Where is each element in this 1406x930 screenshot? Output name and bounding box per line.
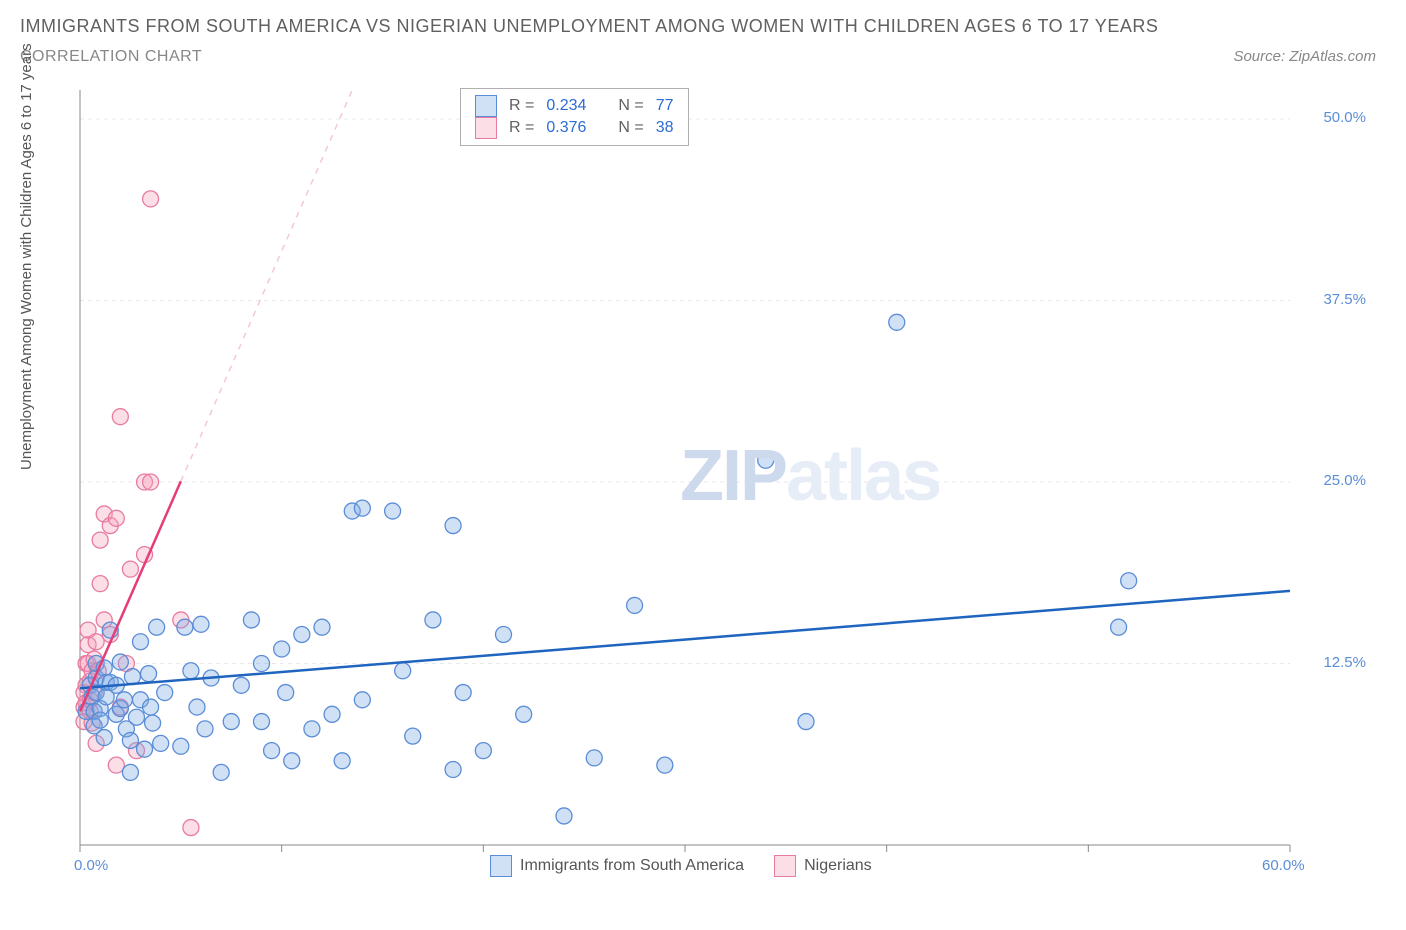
r-label: R =: [509, 97, 534, 115]
series-a-label: Immigrants from South America: [520, 857, 744, 874]
r-value-series-a: 0.234: [546, 97, 586, 115]
legend-item-series-b: Nigerians: [774, 855, 872, 877]
x-tick-label: 60.0%: [1262, 857, 1305, 874]
swatch-series-a: [475, 95, 497, 117]
n-label: N =: [618, 97, 643, 115]
y-axis-label: Unemployment Among Women with Children A…: [18, 43, 35, 470]
y-tick-label: 50.0%: [1323, 109, 1366, 126]
scatter-chart-svg: [70, 85, 1350, 875]
correlation-legend: R = 0.234 N = 77 R = 0.376 N = 38: [460, 88, 689, 146]
chart-subtitle: CORRELATION CHART: [20, 48, 202, 66]
legend-row-series-a: R = 0.234 N = 77: [475, 95, 674, 117]
swatch-series-b: [774, 855, 796, 877]
series-b-label: Nigerians: [804, 857, 872, 874]
chart-area: ZIPatlas R = 0.234 N = 77 R = 0.376 N = …: [70, 85, 1350, 875]
legend-item-series-a: Immigrants from South America: [490, 855, 744, 877]
swatch-series-b: [475, 117, 497, 139]
series-legend: Immigrants from South America Nigerians: [490, 855, 872, 877]
y-tick-label: 25.0%: [1323, 472, 1366, 489]
chart-title: IMMIGRANTS FROM SOUTH AMERICA VS NIGERIA…: [20, 16, 1158, 37]
r-value-series-b: 0.376: [546, 119, 586, 137]
source-attribution: Source: ZipAtlas.com: [1233, 48, 1376, 65]
y-tick-label: 37.5%: [1323, 291, 1366, 308]
y-tick-label: 12.5%: [1323, 654, 1366, 671]
x-tick-label: 0.0%: [74, 857, 108, 874]
n-label: N =: [618, 119, 643, 137]
r-label: R =: [509, 119, 534, 137]
n-value-series-b: 38: [656, 119, 674, 137]
n-value-series-a: 77: [656, 97, 674, 115]
swatch-series-a: [490, 855, 512, 877]
legend-row-series-b: R = 0.376 N = 38: [475, 117, 674, 139]
